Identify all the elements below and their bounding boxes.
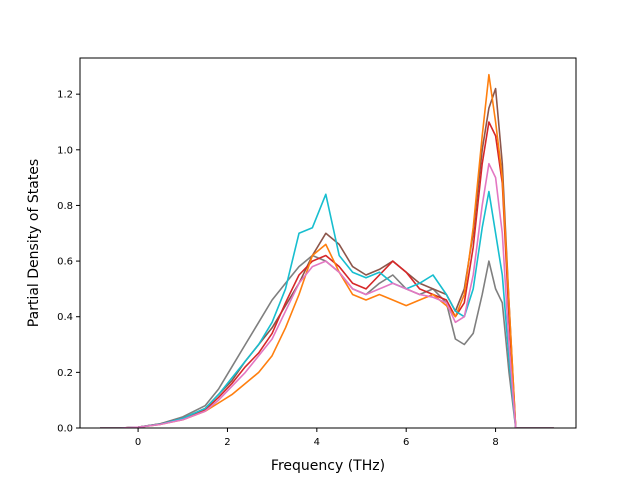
series-line-5 [100,190,554,428]
y-tick-label: 0.0 [57,424,73,435]
y-tick-label: 0.8 [57,201,73,212]
series-layer [100,73,554,428]
y-axis-label: Partial Density of States [26,159,42,327]
y-tick-label: 1.2 [57,90,73,101]
series-line-6 [100,162,554,428]
x-axis-label: Frequency (THz) [271,458,385,474]
x-tick-label: 0 [135,437,141,448]
y-tick-label: 1.0 [57,145,73,156]
x-tick-label: 4 [314,437,320,448]
x-tick-label: 2 [224,437,230,448]
x-axis-ticks: 0 2 4 6 8 [135,428,499,448]
x-tick-label: 6 [403,437,409,448]
y-tick-label: 0.2 [57,368,73,379]
y-axis-ticks: 0.0 0.2 0.4 0.6 0.8 1.0 1.2 [57,90,80,435]
y-tick-label: 0.4 [57,312,73,323]
plot-frame [79,57,577,429]
series-line-3 [100,121,554,428]
x-tick-label: 8 [492,437,498,448]
y-tick-label: 0.6 [57,257,73,268]
series-line-4 [100,73,554,428]
